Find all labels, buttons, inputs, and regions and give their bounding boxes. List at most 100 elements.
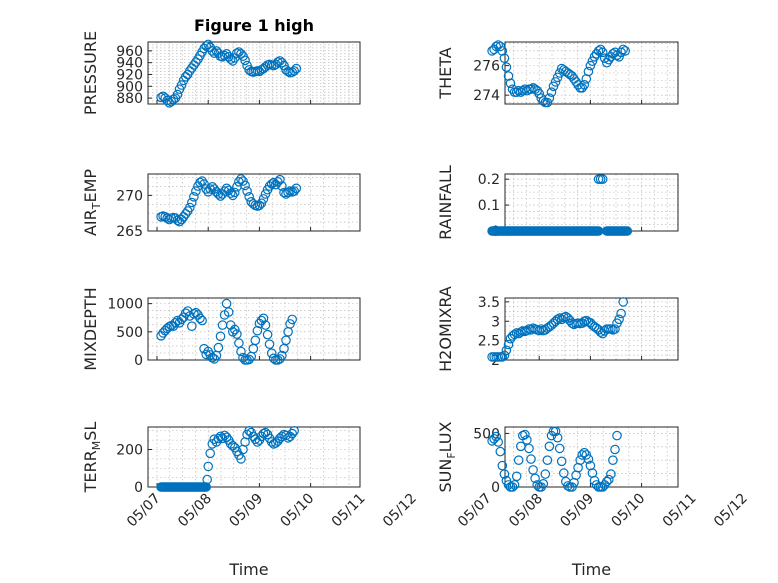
data-point	[599, 53, 610, 63]
data-point	[195, 177, 205, 188]
data-point	[546, 87, 557, 97]
data-point	[195, 313, 205, 324]
y-tick-label: 0.1	[478, 198, 500, 214]
data-point	[283, 187, 293, 198]
axes-box	[504, 426, 679, 488]
x-tick-label: 05/07	[455, 491, 495, 531]
data-series	[156, 425, 299, 492]
data-point	[277, 350, 287, 361]
data-point	[223, 307, 234, 317]
data-point	[538, 96, 549, 106]
data-point	[242, 186, 252, 196]
data-point	[201, 41, 211, 51]
data-point	[511, 87, 522, 97]
data-point	[260, 320, 271, 330]
subplot-mixdepth: 0 500 1000 MIXDEPTH	[81, 287, 361, 371]
data-point	[507, 482, 518, 492]
data-point	[618, 297, 628, 307]
data-point	[287, 314, 297, 325]
data-point	[277, 57, 287, 68]
x-tick-label: 05/11	[329, 491, 369, 531]
data-point	[266, 179, 277, 189]
data-point	[538, 478, 549, 489]
y-tick-label: 2.5	[478, 334, 500, 350]
data-series	[487, 426, 622, 492]
data-point	[499, 469, 510, 479]
data-point	[530, 473, 540, 484]
data-point	[552, 432, 563, 443]
x-tick-label: 05/09	[557, 491, 597, 531]
x-tick-label: 05/10	[609, 491, 649, 531]
data-point	[540, 469, 551, 479]
data-point	[622, 226, 633, 236]
data-point	[587, 56, 598, 66]
data-point	[262, 329, 273, 340]
subplot-air-temp: 265 270 AIRTEMP	[81, 169, 361, 240]
data-point	[230, 187, 240, 198]
y-tick-label: 880	[116, 91, 143, 107]
data-point	[542, 97, 553, 108]
data-point	[240, 55, 250, 66]
data-point	[203, 461, 213, 472]
y-axis-label: MIXDEPTH	[81, 287, 100, 370]
data-point	[499, 350, 510, 361]
data-point	[577, 83, 587, 93]
y-axis-label: AIRTEMP	[81, 169, 103, 236]
data-point	[209, 48, 220, 58]
data-point	[232, 48, 242, 58]
data-point	[526, 454, 536, 464]
data-point	[244, 192, 254, 202]
y-tick-label: 274	[473, 88, 500, 104]
data-point	[258, 313, 269, 324]
data-point	[552, 72, 563, 83]
data-point	[172, 89, 183, 100]
y-tick-label: 500	[116, 325, 143, 341]
data-point	[244, 354, 254, 365]
data-point	[240, 180, 250, 191]
data-point	[606, 469, 616, 479]
data-point	[597, 47, 608, 58]
data-point	[511, 471, 522, 482]
y-tick-label: 0	[134, 480, 143, 496]
data-point	[187, 197, 197, 208]
data-point	[225, 188, 236, 198]
data-point	[534, 88, 544, 99]
data-point	[509, 480, 520, 490]
data-point	[266, 437, 277, 447]
data-point	[250, 335, 261, 346]
y-axis-label: THETA	[436, 47, 455, 99]
data-point	[191, 186, 201, 196]
data-point	[542, 455, 553, 465]
data-point	[614, 51, 624, 62]
data-point	[501, 62, 512, 72]
y-tick-label: 900	[116, 79, 143, 95]
data-point	[548, 81, 559, 92]
data-point	[283, 66, 293, 77]
y-tick-label: 270	[116, 188, 143, 204]
data-point	[579, 80, 590, 90]
data-point	[215, 431, 226, 442]
y-tick-label: 920	[116, 67, 143, 83]
data-point	[291, 183, 302, 194]
data-point	[491, 431, 501, 442]
data-point	[250, 434, 261, 444]
data-point	[601, 476, 612, 487]
data-series	[487, 297, 628, 362]
data-point	[513, 455, 524, 465]
data-point	[550, 77, 561, 87]
data-point	[252, 325, 263, 336]
data-point	[544, 441, 555, 452]
data-point	[585, 60, 596, 71]
data-point	[228, 440, 238, 451]
data-point	[532, 85, 542, 96]
data-point	[552, 314, 563, 325]
data-point	[501, 345, 512, 356]
data-point	[281, 430, 291, 441]
axes-box	[504, 297, 679, 361]
data-point	[217, 320, 228, 330]
data-point	[610, 324, 620, 334]
data-point	[618, 44, 628, 55]
data-point	[202, 474, 212, 485]
data-series	[156, 39, 302, 108]
